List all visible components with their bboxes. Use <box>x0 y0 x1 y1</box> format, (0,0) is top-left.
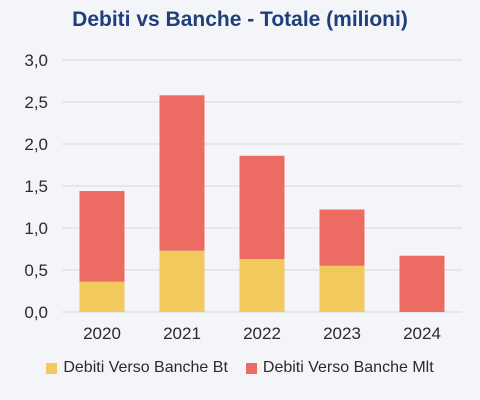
legend-item-mlt: Debiti Verso Banche Mlt <box>245 359 434 377</box>
y-tick-label: 1,5 <box>24 177 48 196</box>
bar-2020-mlt <box>79 191 125 282</box>
legend-swatch-mlt <box>245 362 257 374</box>
bar-2020-bt <box>79 281 125 312</box>
x-tick-label: 2022 <box>243 324 281 343</box>
legend: Debiti Verso Banche Bt Debiti Verso Banc… <box>0 359 480 377</box>
bar-2022-mlt <box>239 155 285 260</box>
legend-item-bt: Debiti Verso Banche Bt <box>46 359 228 377</box>
y-tick-label: 1,0 <box>24 219 48 238</box>
x-tick-label: 2023 <box>323 324 361 343</box>
legend-label-bt: Debiti Verso Banche Bt <box>63 359 228 376</box>
y-tick-label: 0,5 <box>24 261 48 280</box>
x-axis-ticks: 2020 2021 2022 2023 2024 <box>83 324 441 343</box>
x-tick-label: 2020 <box>83 324 121 343</box>
legend-label-mlt: Debiti Verso Banche Mlt <box>262 359 434 376</box>
y-tick-label: 2,0 <box>24 135 48 154</box>
y-tick-label: 3,0 <box>24 51 48 70</box>
chart-title: Debiti vs Banche - Totale (milioni) <box>72 8 408 31</box>
bar-2021-bt <box>159 250 205 312</box>
bar-2023-bt <box>319 265 365 312</box>
y-tick-label: 2,5 <box>24 93 48 112</box>
x-tick-label: 2021 <box>163 324 201 343</box>
legend-swatch-bt <box>46 362 58 374</box>
bars <box>79 95 445 312</box>
x-tick-label: 2024 <box>403 324 441 343</box>
bar-2022-bt <box>239 259 285 312</box>
y-tick-label: 0,0 <box>24 303 48 322</box>
bar-2021-mlt <box>159 95 205 251</box>
bar-2024-mlt <box>399 255 445 312</box>
bar-2023-mlt <box>319 209 365 266</box>
y-axis-ticks: 0,0 0,5 1,0 1,5 2,0 2,5 3,0 <box>24 51 48 322</box>
